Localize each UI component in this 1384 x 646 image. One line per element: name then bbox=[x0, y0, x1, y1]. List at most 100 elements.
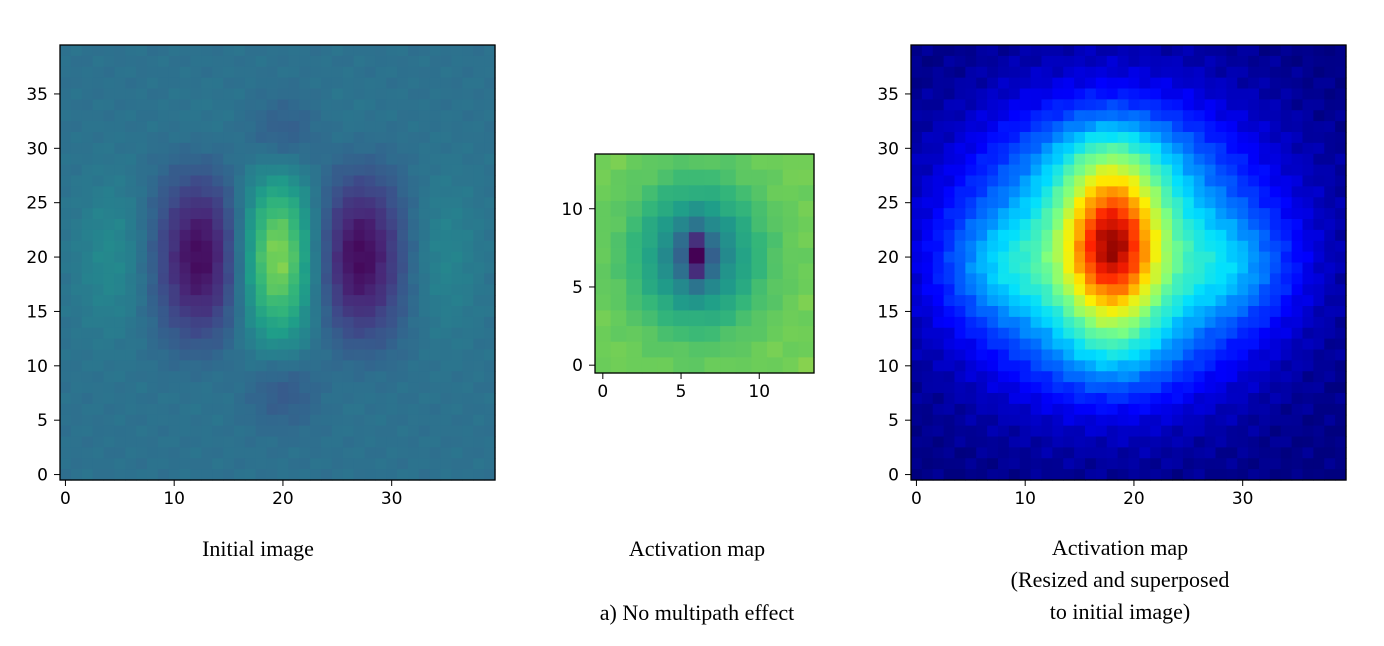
heatmap-cell bbox=[353, 240, 366, 253]
heatmap-cell bbox=[1128, 371, 1140, 383]
heatmap-cell bbox=[1128, 142, 1140, 155]
heatmap-cell bbox=[976, 447, 988, 459]
heatmap-cell bbox=[179, 164, 192, 177]
heatmap-cell bbox=[244, 469, 257, 481]
heatmap-cell bbox=[1008, 447, 1021, 459]
heatmap-cell bbox=[190, 208, 202, 220]
heatmap-cell bbox=[1063, 262, 1075, 274]
heatmap-cell bbox=[1313, 436, 1325, 448]
heatmap-cell bbox=[1150, 360, 1162, 372]
heatmap-cell bbox=[462, 229, 474, 242]
heatmap-cell bbox=[408, 327, 420, 340]
heatmap-cell bbox=[70, 306, 83, 318]
heatmap-cell bbox=[720, 263, 737, 280]
heatmap-cell bbox=[1139, 219, 1151, 231]
heatmap-cell bbox=[1237, 208, 1249, 220]
heatmap-cell bbox=[223, 360, 235, 372]
heatmap-cell bbox=[1182, 382, 1195, 394]
heatmap-cell bbox=[1324, 66, 1336, 79]
heatmap-cell bbox=[1106, 77, 1119, 90]
heatmap-cell bbox=[932, 77, 945, 90]
heatmap-cell bbox=[998, 142, 1010, 155]
heatmap-cell bbox=[299, 110, 311, 122]
heatmap-cell bbox=[1161, 425, 1173, 438]
heatmap-cell bbox=[408, 175, 420, 187]
heatmap-cell bbox=[1215, 164, 1227, 177]
heatmap-cell bbox=[223, 153, 235, 166]
heatmap-cell bbox=[735, 169, 753, 186]
heatmap-cell bbox=[1052, 142, 1064, 155]
x-tick-label: 0 bbox=[597, 382, 608, 402]
heatmap-cell bbox=[1019, 229, 1032, 242]
heatmap-cell bbox=[1041, 208, 1053, 220]
heatmap-cell bbox=[179, 77, 192, 90]
heatmap-cell bbox=[168, 208, 181, 220]
heatmap-cell bbox=[965, 77, 977, 90]
heatmap-cell bbox=[147, 66, 159, 79]
heatmap-cell bbox=[976, 55, 988, 68]
heatmap-cell bbox=[277, 175, 289, 187]
heatmap-cell bbox=[1063, 142, 1075, 155]
heatmap-cell bbox=[1215, 403, 1227, 416]
heatmap-cell bbox=[212, 295, 224, 307]
heatmap-cell bbox=[626, 326, 643, 343]
heatmap-cell bbox=[451, 382, 463, 394]
heatmap-cell bbox=[1117, 219, 1130, 231]
heatmap-cell bbox=[136, 121, 148, 133]
heatmap-cell bbox=[266, 164, 279, 177]
heatmap-cell bbox=[1237, 316, 1249, 329]
heatmap-cell bbox=[321, 121, 333, 133]
heatmap-cell bbox=[397, 186, 409, 198]
heatmap-cell bbox=[179, 229, 192, 242]
heatmap-cell bbox=[1204, 99, 1217, 111]
heatmap-cell bbox=[1117, 229, 1130, 242]
heatmap-cell bbox=[911, 273, 923, 285]
heatmap-cell bbox=[440, 175, 453, 187]
heatmap-cell bbox=[1313, 142, 1325, 155]
heatmap-cell bbox=[1204, 132, 1217, 144]
heatmap-cell bbox=[610, 294, 627, 312]
heatmap-cell bbox=[1128, 153, 1140, 166]
heatmap-cell bbox=[408, 208, 420, 220]
heatmap-cell bbox=[201, 393, 213, 405]
heatmap-cell bbox=[147, 338, 159, 351]
heatmap-cell bbox=[234, 371, 246, 383]
heatmap-cell bbox=[484, 469, 496, 481]
heatmap-cell bbox=[1085, 240, 1097, 253]
heatmap-cell bbox=[484, 284, 496, 296]
heatmap-cell bbox=[342, 458, 355, 470]
heatmap-cell bbox=[1172, 251, 1184, 264]
heatmap-cell bbox=[1117, 338, 1130, 351]
heatmap-cell bbox=[1302, 316, 1314, 329]
heatmap-cell bbox=[954, 306, 966, 318]
heatmap-cell bbox=[987, 403, 999, 416]
heatmap-cell bbox=[1008, 371, 1021, 383]
heatmap-cell bbox=[1041, 175, 1053, 187]
heatmap-cell bbox=[965, 110, 977, 122]
heatmap-cell bbox=[720, 279, 737, 296]
heatmap-cell bbox=[1041, 414, 1053, 427]
heatmap-cell bbox=[451, 66, 463, 79]
heatmap-cell bbox=[255, 327, 268, 340]
heatmap-cell bbox=[1259, 349, 1271, 361]
heatmap-cell bbox=[1193, 447, 1206, 459]
heatmap-cell bbox=[1019, 371, 1032, 383]
heatmap-cell bbox=[484, 436, 496, 448]
heatmap-cell bbox=[1302, 382, 1314, 394]
heatmap-cell bbox=[440, 142, 453, 155]
heatmap-cell bbox=[190, 142, 202, 155]
heatmap-cell bbox=[244, 110, 257, 122]
heatmap-cell bbox=[1008, 469, 1021, 481]
heatmap-cell bbox=[331, 436, 344, 448]
heatmap-cell bbox=[1117, 77, 1130, 90]
heatmap-cell bbox=[1335, 175, 1347, 187]
heatmap-cell bbox=[223, 403, 235, 416]
heatmap-cell bbox=[429, 447, 442, 459]
heatmap-cell bbox=[1139, 403, 1151, 416]
heatmap-cell bbox=[1248, 229, 1260, 242]
heatmap-cell bbox=[1139, 164, 1151, 177]
heatmap-cell bbox=[168, 262, 181, 274]
heatmap-cell bbox=[1008, 349, 1021, 361]
heatmap-cell bbox=[1161, 66, 1173, 79]
heatmap-cell bbox=[223, 55, 235, 68]
